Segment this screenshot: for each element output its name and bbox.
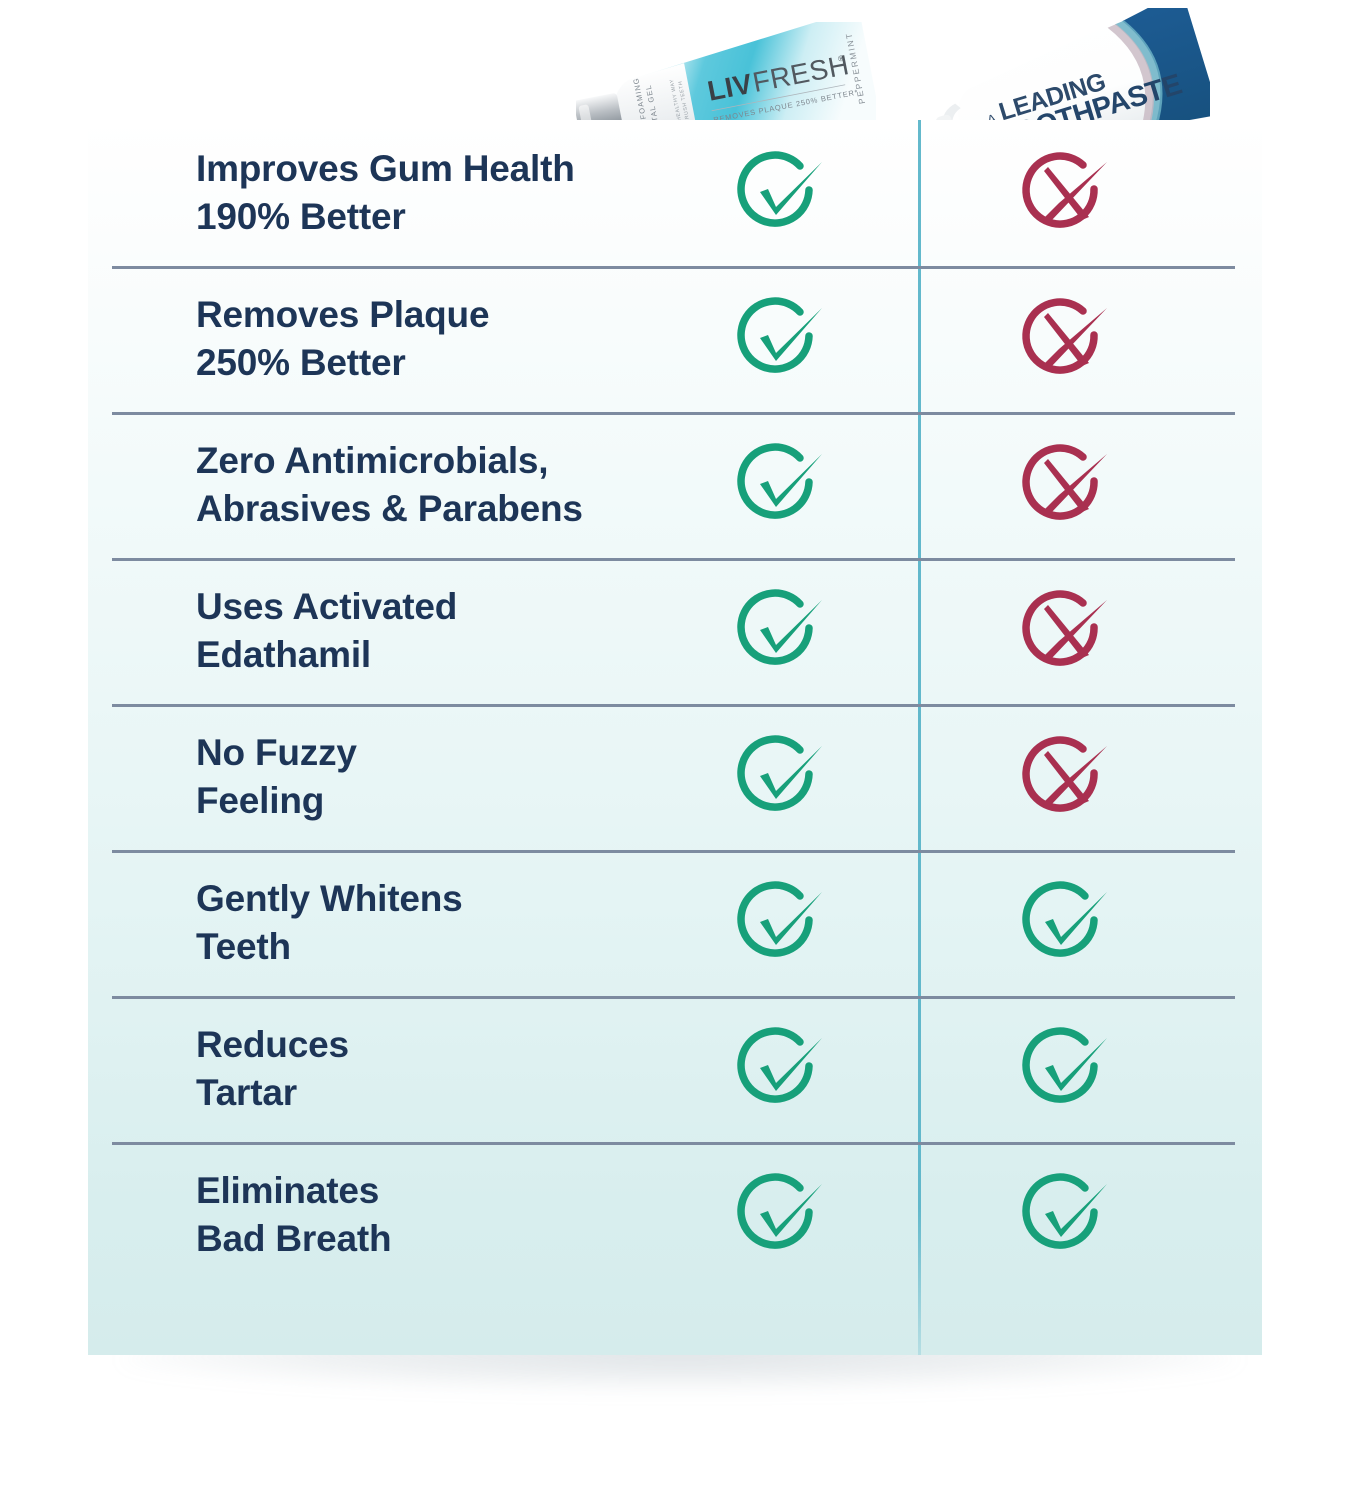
feature-label-line2: 190% Better (196, 196, 406, 237)
comparison-rows: Improves Gum Health 190% Better Removes Pl… (88, 120, 1262, 1288)
check-circle-icon (921, 875, 1205, 971)
comparison-panel: Improves Gum Health 190% Better Removes Pl… (88, 120, 1262, 1355)
feature-label-line1: Reduces (196, 1023, 349, 1065)
cross-circle-icon (921, 291, 1205, 387)
feature-label: Zero Antimicrobials, Abrasives & Parabens (88, 437, 634, 533)
check-circle-icon (634, 1021, 921, 1117)
cross-circle-icon (921, 437, 1205, 533)
feature-label: Reduces Tartar (88, 1021, 634, 1117)
table-row: Gently Whitens Teeth (88, 850, 1262, 996)
feature-label-line2: Feeling (196, 780, 325, 821)
feature-label-line1: Removes Plaque (196, 293, 490, 335)
check-circle-icon (634, 1167, 921, 1263)
check-circle-icon (634, 145, 921, 241)
check-circle-icon (634, 291, 921, 387)
check-circle-icon (634, 729, 921, 825)
feature-label: Improves Gum Health 190% Better (88, 145, 634, 241)
cross-circle-icon (921, 729, 1205, 825)
check-circle-icon (921, 1021, 1205, 1117)
table-row: Uses Activated Edathamil (88, 558, 1262, 704)
table-row: Improves Gum Health 190% Better (88, 120, 1262, 266)
cross-circle-icon (921, 583, 1205, 679)
feature-label-line2: Teeth (196, 926, 291, 967)
feature-label-line1: Gently Whitens (196, 877, 463, 919)
feature-label: No Fuzzy Feeling (88, 729, 634, 825)
table-row: Reduces Tartar (88, 996, 1262, 1142)
cross-circle-icon (921, 145, 1205, 241)
table-row: Eliminates Bad Breath (88, 1142, 1262, 1288)
feature-label-line2: Abrasives & Parabens (196, 488, 583, 529)
feature-label-line1: Improves Gum Health (196, 147, 575, 189)
column-divider (918, 120, 921, 1355)
table-row: Removes Plaque 250% Better (88, 266, 1262, 412)
feature-label-line1: Zero Antimicrobials, (196, 439, 549, 481)
feature-label-line1: Uses Activated (196, 585, 458, 627)
check-circle-icon (634, 437, 921, 533)
feature-label-line2: Bad Breath (196, 1218, 392, 1259)
table-row: Zero Antimicrobials, Abrasives & Parabens (88, 412, 1262, 558)
feature-label-line1: Eliminates (196, 1169, 380, 1211)
feature-label-line1: No Fuzzy (196, 731, 357, 773)
feature-label: Eliminates Bad Breath (88, 1167, 634, 1263)
feature-label-line2: 250% Better (196, 342, 406, 383)
check-circle-icon (634, 583, 921, 679)
feature-label: Uses Activated Edathamil (88, 583, 634, 679)
check-circle-icon (921, 1167, 1205, 1263)
table-row: No Fuzzy Feeling (88, 704, 1262, 850)
livfresh-tube-icon: NON-FOAMING DENTAL GEL THE HEALTHY WAY T… (576, 22, 876, 200)
svg-text:®: ® (837, 54, 845, 64)
feature-label: Gently Whitens Teeth (88, 875, 634, 971)
feature-label-line2: Tartar (196, 1072, 297, 1113)
check-circle-icon (634, 875, 921, 971)
feature-label-line2: Edathamil (196, 634, 372, 675)
feature-label: Removes Plaque 250% Better (88, 291, 634, 387)
